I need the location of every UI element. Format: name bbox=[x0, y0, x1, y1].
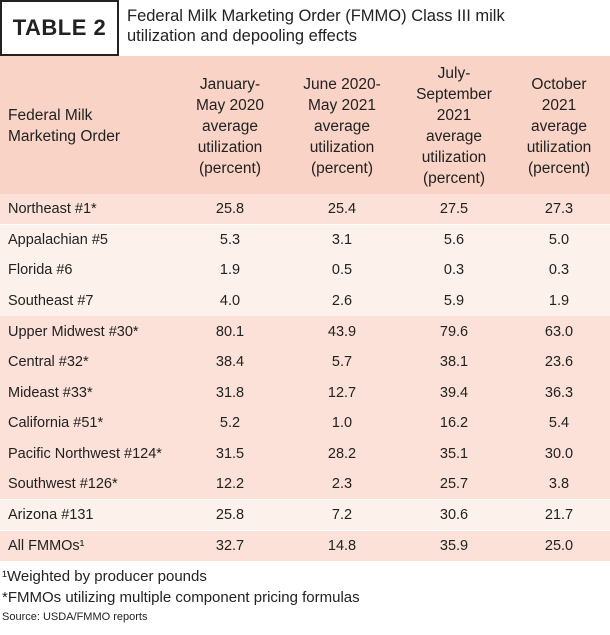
cell-value: 39.4 bbox=[439, 384, 469, 401]
cell-value: 5.9 bbox=[443, 293, 465, 310]
cell-value: 30.6 bbox=[400, 499, 508, 532]
cell-value: 0.3 bbox=[548, 262, 570, 279]
row-name: Appalachian #5 bbox=[8, 232, 108, 249]
row-name: Northeast #1* bbox=[0, 194, 176, 226]
table-row-pacific-northwest: Pacific Northwest #124* 31.5 28.2 35.1 3… bbox=[0, 438, 610, 470]
utilization-table: Federal Milk Marketing Order January- May … bbox=[0, 58, 610, 562]
table-row-upper-midwest: Upper Midwest #30* 80.1 43.9 79.6 63.0 bbox=[0, 316, 610, 347]
table-title-line-1: Federal Milk Marketing Order (FMMO) Clas… bbox=[127, 7, 505, 25]
cell-value: 36.3 bbox=[544, 384, 574, 401]
cell-value: 12.7 bbox=[327, 384, 357, 401]
column-header-jul-sep-2021: July- September 2021 average utilization (per… bbox=[416, 65, 492, 187]
cell-value: 43.9 bbox=[327, 323, 357, 340]
table-row-florida: Florida #6 1.9 0.5 0.3 0.3 bbox=[0, 255, 610, 286]
cell-value: 7.2 bbox=[284, 499, 400, 532]
row-name: Upper Midwest #30* bbox=[8, 323, 139, 340]
table-row-appalachian: Appalachian #5 5.3 3.1 5.6 5.0 bbox=[0, 224, 610, 256]
cell-value: 2.6 bbox=[331, 293, 353, 310]
cell-value: 23.6 bbox=[544, 354, 574, 371]
cell-value: 31.5 bbox=[215, 446, 245, 463]
cell-value: 25.0 bbox=[544, 538, 574, 555]
cell-value: 28.2 bbox=[327, 446, 357, 463]
row-name: Arizona #131 bbox=[0, 499, 176, 532]
cell-value: 80.1 bbox=[215, 323, 245, 340]
table-row-mideast: Mideast #33* 31.8 12.7 39.4 36.3 bbox=[0, 377, 610, 409]
column-header-jan-may-2020: January- May 2020 average utilization (perce… bbox=[195, 75, 265, 177]
footnote-weighted: ¹Weighted by producer pounds bbox=[2, 568, 207, 585]
column-header-row: Federal Milk Marketing Order January- May … bbox=[0, 58, 610, 194]
table-row-northeast: Northeast #1* 25.8 25.4 27.5 27.3 bbox=[0, 194, 610, 226]
cell-value: 38.4 bbox=[215, 354, 245, 371]
cell-value: 16.2 bbox=[439, 415, 469, 432]
cell-value: 5.4 bbox=[548, 415, 570, 432]
cell-value: 32.7 bbox=[215, 538, 245, 555]
footnote-mcp: *FMMOs utilizing multiple component pric… bbox=[2, 589, 360, 606]
row-name: Mideast #33* bbox=[8, 384, 93, 401]
cell-value: 21.7 bbox=[508, 499, 610, 532]
cell-value: 4.0 bbox=[219, 293, 241, 310]
cell-value: 25.8 bbox=[176, 499, 284, 532]
cell-value: 79.6 bbox=[439, 323, 469, 340]
cell-value: 5.3 bbox=[219, 232, 241, 249]
cell-value: 2.3 bbox=[284, 469, 400, 501]
cell-value: 12.2 bbox=[176, 469, 284, 501]
table-title: Federal Milk Marketing Order (FMMO) Clas… bbox=[119, 0, 610, 58]
cell-value: 1.0 bbox=[331, 415, 353, 432]
row-name: All FMMOs¹ bbox=[8, 538, 85, 555]
cell-value: 14.8 bbox=[327, 538, 357, 555]
cell-value: 30.0 bbox=[544, 446, 574, 463]
cell-value: 27.3 bbox=[508, 194, 610, 226]
cell-value: 27.5 bbox=[400, 194, 508, 226]
row-name: Central #32* bbox=[8, 354, 89, 371]
cell-value: 5.0 bbox=[548, 232, 570, 249]
row-name: California #51* bbox=[8, 415, 104, 432]
table-row-southeast: Southeast #7 4.0 2.6 5.9 1.9 bbox=[0, 285, 610, 317]
cell-value: 25.4 bbox=[284, 194, 400, 226]
table-row-central: Central #32* 38.4 5.7 38.1 23.6 bbox=[0, 346, 610, 378]
cell-value: 0.5 bbox=[331, 262, 353, 279]
cell-value: 63.0 bbox=[544, 323, 574, 340]
row-name: Southwest #126* bbox=[0, 469, 176, 501]
table-row-all-fmmos: All FMMOs¹ 32.7 14.8 35.9 25.0 bbox=[0, 530, 610, 562]
column-header-jun2020-may2021: June 2020- May 2021 average utilization (per… bbox=[303, 75, 381, 177]
table-notes: ¹Weighted by producer pounds *FMMOs util… bbox=[0, 566, 610, 625]
data-table-wrapper: Federal Milk Marketing Order January- May … bbox=[0, 58, 610, 562]
table-row-southwest: Southwest #126* 12.2 2.3 25.7 3.8 bbox=[0, 469, 610, 501]
cell-value: 1.9 bbox=[219, 262, 241, 279]
header-rule bbox=[0, 56, 610, 58]
table-header: TABLE 2 Federal Milk Marketing Order (FM… bbox=[0, 0, 610, 58]
table-title-line-2: utilization and depooling effects bbox=[127, 27, 357, 45]
row-name: Southeast #7 bbox=[8, 293, 94, 310]
row-name: Pacific Northwest #124* bbox=[8, 446, 162, 463]
cell-value: 31.8 bbox=[215, 384, 245, 401]
cell-value: 0.3 bbox=[443, 262, 465, 279]
column-header-oct-2021: October 2021 average utilization (percent) bbox=[526, 75, 592, 177]
table-label: TABLE 2 bbox=[0, 0, 119, 56]
cell-value: 5.7 bbox=[331, 354, 353, 371]
source-note: Source: USDA/FMMO reports bbox=[2, 611, 148, 623]
table-row-arizona: Arizona #131 25.8 7.2 30.6 21.7 bbox=[0, 499, 610, 532]
cell-value: 5.6 bbox=[443, 232, 465, 249]
table-row-california: California #51* 5.2 1.0 16.2 5.4 bbox=[0, 408, 610, 439]
cell-value: 35.1 bbox=[439, 446, 469, 463]
cell-value: 35.9 bbox=[439, 538, 469, 555]
cell-value: 25.7 bbox=[400, 469, 508, 501]
cell-value: 38.1 bbox=[439, 354, 469, 371]
cell-value: 1.9 bbox=[548, 293, 570, 310]
column-header-order: Federal Milk Marketing Order bbox=[8, 107, 120, 145]
cell-value: 3.1 bbox=[331, 232, 353, 249]
cell-value: 3.8 bbox=[508, 469, 610, 501]
row-name: Florida #6 bbox=[8, 262, 73, 279]
cell-value: 5.2 bbox=[219, 415, 241, 432]
cell-value: 25.8 bbox=[176, 194, 284, 226]
